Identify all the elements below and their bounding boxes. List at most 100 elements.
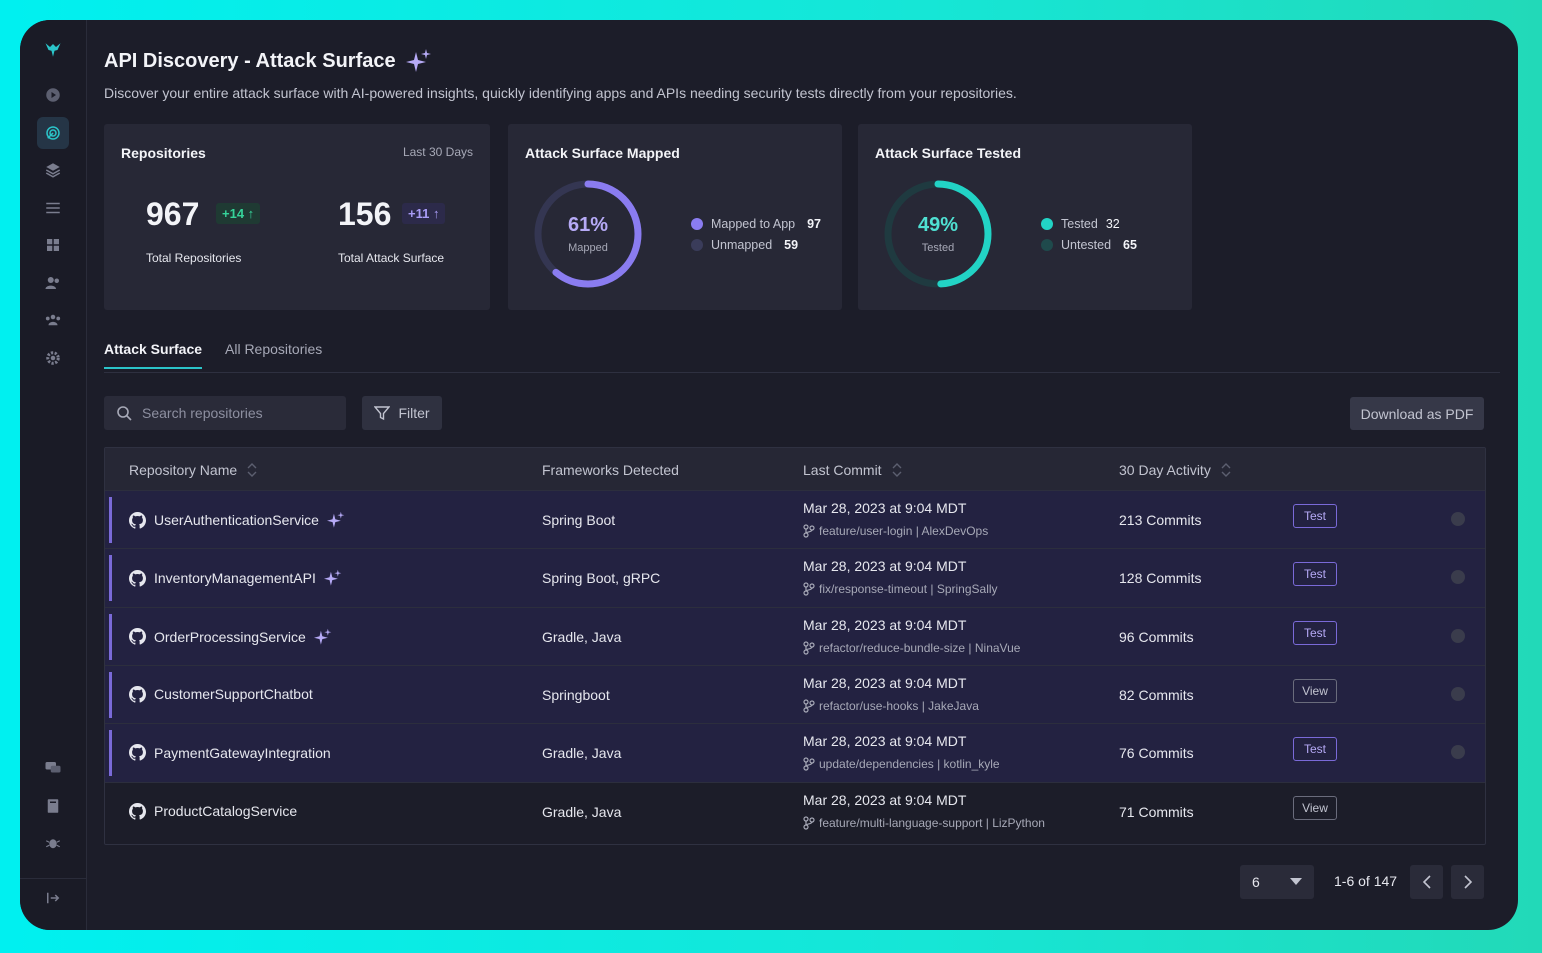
repo-name-cell[interactable]: PaymentGatewayIntegration <box>129 744 331 761</box>
play-icon[interactable] <box>37 79 69 111</box>
users-icon[interactable] <box>37 267 69 299</box>
commit-date: Mar 28, 2023 at 9:04 MDT <box>803 791 967 808</box>
more-options-icon[interactable] <box>1451 628 1465 643</box>
more-options-icon[interactable] <box>1451 686 1465 701</box>
column-repository-name[interactable]: Repository Name <box>129 462 257 478</box>
row-accent <box>109 497 112 543</box>
total-repositories-label: Total Repositories <box>146 251 242 265</box>
row-accent <box>109 613 112 660</box>
total-attack-surface-value: 156 <box>338 196 392 232</box>
branch-text: fix/response-timeout | SpringSally <box>819 582 998 597</box>
table-header: Repository Name Frameworks Detected Last… <box>105 448 1485 490</box>
filter-button[interactable]: Filter <box>362 396 442 430</box>
legend-dot <box>1041 218 1053 230</box>
row-accent <box>109 555 112 602</box>
repo-name-cell[interactable]: UserAuthenticationService <box>129 511 345 529</box>
repo-name-cell[interactable]: InventoryManagementAPI <box>129 569 342 587</box>
attack-surface-mapped-card: Attack Surface Mapped 61% Mapped Mapped … <box>508 124 842 310</box>
more-options-icon[interactable] <box>1451 512 1465 526</box>
sparkle-icon <box>326 511 345 528</box>
github-icon <box>129 802 146 820</box>
tab-all-repositories[interactable]: All Repositories <box>225 341 323 357</box>
mapped-arc <box>534 180 642 288</box>
test-button[interactable]: Test <box>1293 504 1337 528</box>
grid-icon[interactable] <box>37 229 69 261</box>
repo-name-cell[interactable]: OrderProcessingService <box>129 628 332 646</box>
repo-name: PaymentGatewayIntegration <box>154 744 331 761</box>
row-accent <box>109 730 112 777</box>
table-row[interactable]: ProductCatalogService Gradle, Java Mar 28,… <box>105 781 1485 841</box>
commit-branch: fix/response-timeout | SpringSally <box>803 582 998 596</box>
test-button[interactable]: Test <box>1293 737 1337 762</box>
layers-icon[interactable] <box>37 154 69 186</box>
activity-cell: 82 Commits <box>1119 686 1194 703</box>
frameworks-cell: Gradle, Java <box>542 745 622 762</box>
card-title: Attack Surface Tested <box>875 145 1022 161</box>
total-repositories-delta: +14 ↑ <box>216 203 261 224</box>
download-pdf-button[interactable]: Download as PDF <box>1350 397 1484 430</box>
column-activity[interactable]: 30 Day Activity <box>1119 462 1231 478</box>
tab-bar: Attack Surface All Repositories <box>104 338 1500 373</box>
chevron-right-icon <box>1463 875 1472 889</box>
commit-date: Mar 28, 2023 at 9:04 MDT <box>803 500 967 516</box>
page-subtitle: Discover your entire attack surface with… <box>104 85 1017 101</box>
more-options-icon[interactable] <box>1451 570 1465 585</box>
total-attack-surface-label: Total Attack Surface <box>338 251 445 265</box>
logo-icon[interactable] <box>37 34 69 66</box>
table-row[interactable]: UserAuthenticationService Spring Boot Mar … <box>105 490 1485 549</box>
legend-label: Unmapped <box>711 238 773 252</box>
repositories-card: Repositories Last 30 Days 967 +14 ↑ Tota… <box>104 124 490 310</box>
card-title: Attack Surface Mapped <box>525 145 680 161</box>
activity-cell: 96 Commits <box>1119 628 1194 645</box>
repo-name: InventoryManagementAPI <box>154 570 316 587</box>
chat-icon[interactable] <box>37 752 69 784</box>
page-size-value: 6 <box>1252 874 1260 890</box>
branch-text: refactor/reduce-bundle-size | NinaVue <box>819 640 1021 655</box>
list-icon[interactable] <box>37 192 69 224</box>
activity-cell: 213 Commits <box>1119 512 1202 528</box>
page-size-select[interactable]: 6 <box>1240 865 1314 899</box>
tab-attack-surface[interactable]: Attack Surface <box>104 341 203 369</box>
github-icon <box>129 511 146 529</box>
more-options-icon[interactable] <box>1451 745 1465 760</box>
commit-branch: update/dependencies | kotlin_kyle <box>803 757 1000 771</box>
sort-icon <box>892 463 902 477</box>
book-icon[interactable] <box>37 790 69 822</box>
radar-icon[interactable] <box>37 117 69 149</box>
tested-donut-chart <box>884 180 992 288</box>
total-attack-surface-delta: +11 ↑ <box>402 203 446 224</box>
gear-icon[interactable] <box>37 342 69 374</box>
commit-branch: refactor/reduce-bundle-size | NinaVue <box>803 641 1020 655</box>
table-row[interactable]: CustomerSupportChatbot Springboot Mar 28, … <box>105 664 1485 724</box>
search-input[interactable] <box>140 404 334 422</box>
test-button[interactable]: Test <box>1293 562 1337 587</box>
repo-name-cell[interactable]: ProductCatalogService <box>129 802 297 820</box>
branch-icon <box>803 699 815 713</box>
repo-name: OrderProcessingService <box>154 628 306 645</box>
team-icon[interactable] <box>37 304 69 336</box>
repo-name-cell[interactable]: CustomerSupportChatbot <box>129 685 313 703</box>
test-button[interactable]: Test <box>1293 620 1337 645</box>
frameworks-cell: Gradle, Java <box>542 628 622 645</box>
table-row[interactable]: OrderProcessingService Gradle, Java Mar 28… <box>105 606 1485 666</box>
branch-icon <box>803 757 815 771</box>
legend-label: Tested <box>1061 217 1098 231</box>
github-icon <box>129 685 146 703</box>
sidebar <box>20 20 87 930</box>
commit-branch: feature/multi-language-support | LizPyth… <box>803 816 1045 830</box>
logout-icon[interactable] <box>37 882 69 914</box>
table-row[interactable]: InventoryManagementAPI Spring Boot, gRPC M… <box>105 548 1485 608</box>
view-button[interactable]: View <box>1293 795 1337 820</box>
table-row[interactable]: PaymentGatewayIntegration Gradle, Java Mar… <box>105 723 1485 783</box>
bug-icon[interactable] <box>37 827 69 859</box>
legend-value: 32 <box>1105 217 1120 231</box>
view-button[interactable]: View <box>1293 678 1337 703</box>
commit-date: Mar 28, 2023 at 9:04 MDT <box>803 558 967 575</box>
prev-page-button[interactable] <box>1410 865 1443 899</box>
legend-value: 65 <box>1123 238 1137 252</box>
next-page-button[interactable] <box>1451 865 1484 899</box>
legend-value: 59 <box>784 238 799 252</box>
branch-text: update/dependencies | kotlin_kyle <box>819 757 1000 772</box>
commit-date: Mar 28, 2023 at 9:04 MDT <box>803 616 967 633</box>
column-last-commit[interactable]: Last Commit <box>803 462 902 478</box>
